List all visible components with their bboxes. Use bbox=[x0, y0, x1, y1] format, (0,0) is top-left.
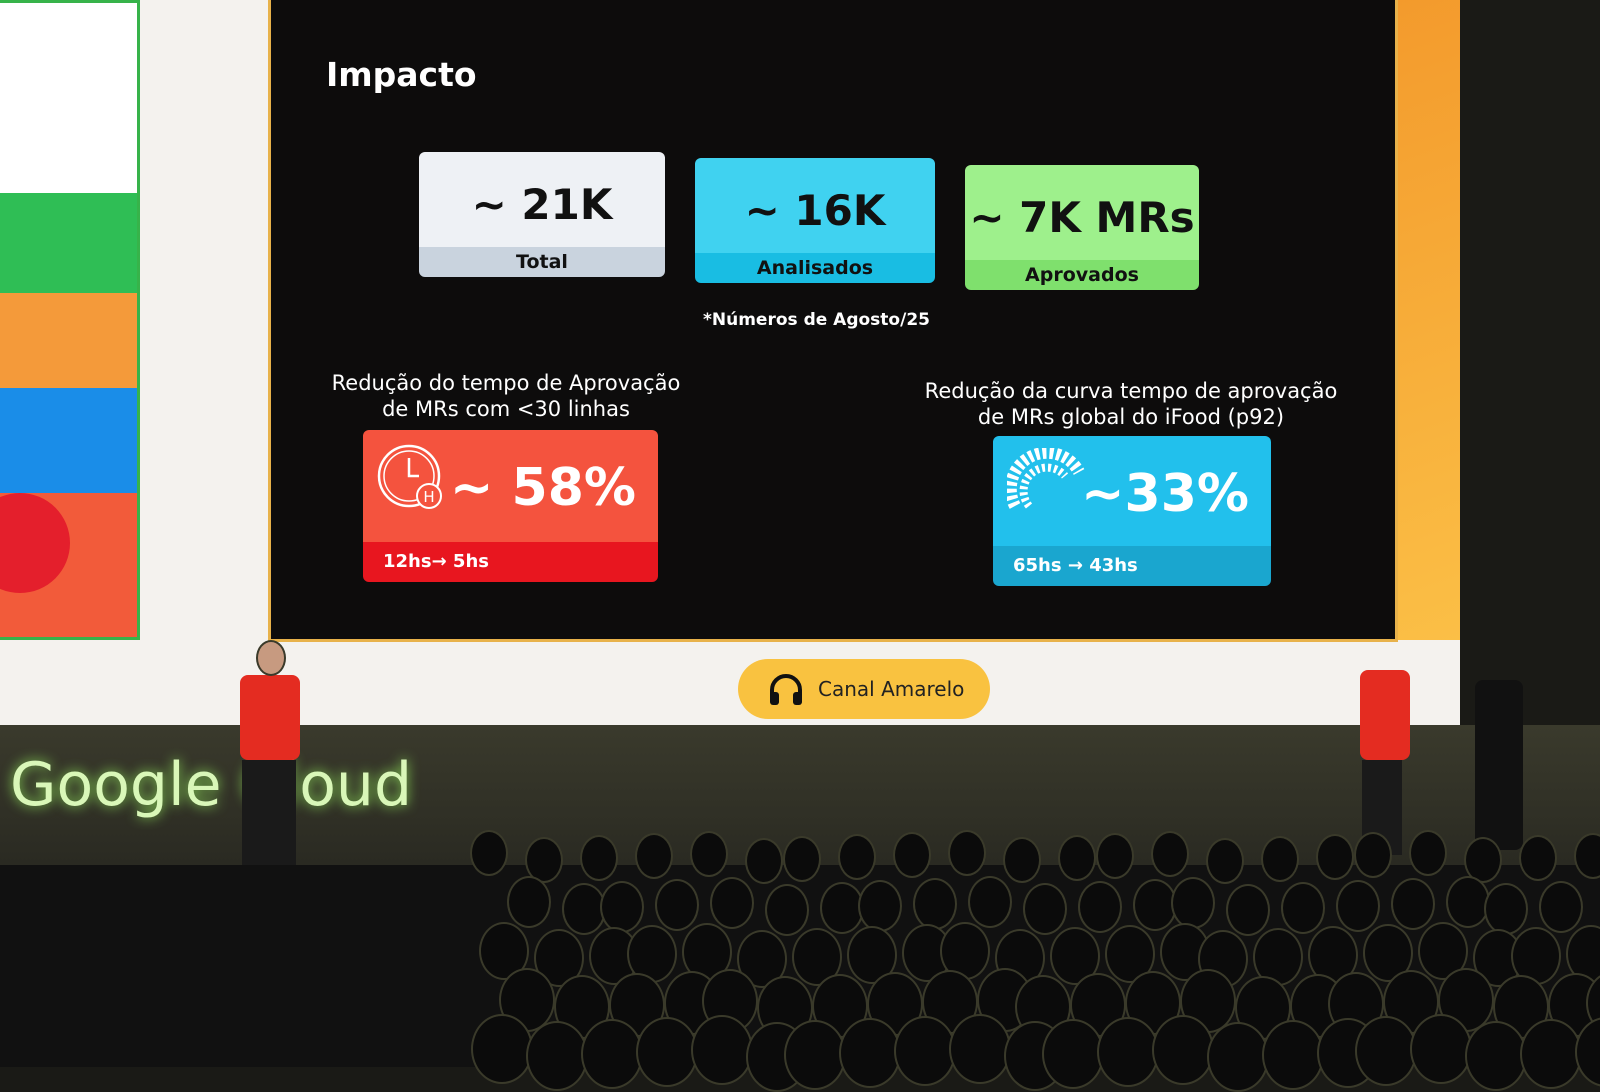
audience-member bbox=[1574, 833, 1600, 879]
right-caption: Redução da curva tempo de aprovação de M… bbox=[911, 378, 1351, 430]
caption-line: de MRs com <30 linhas bbox=[382, 397, 630, 421]
audience-member bbox=[1003, 837, 1041, 883]
audience-member bbox=[1391, 878, 1435, 930]
audience-member bbox=[1316, 834, 1354, 880]
metric-value: ~33% bbox=[1080, 464, 1249, 524]
audience-member bbox=[1058, 835, 1096, 881]
audience-member bbox=[1152, 1015, 1214, 1085]
audience-member bbox=[600, 881, 644, 933]
audience-member bbox=[858, 880, 902, 932]
stat-value: ~ 16K MRs bbox=[695, 158, 935, 253]
dotted-globe-icon bbox=[1007, 448, 1085, 509]
audience-member bbox=[839, 1018, 901, 1088]
audience-member bbox=[784, 1020, 846, 1090]
audience-member bbox=[1354, 832, 1392, 878]
metric-detail: 12hs→ 5hs bbox=[363, 542, 658, 582]
audience-member bbox=[471, 1014, 533, 1084]
channel-badge: Canal Amarelo bbox=[738, 659, 990, 719]
audience-member bbox=[968, 876, 1012, 928]
audience-member bbox=[745, 838, 783, 884]
audience-member bbox=[581, 1019, 643, 1089]
audience-member bbox=[636, 1017, 698, 1087]
audience-member bbox=[507, 876, 551, 928]
stat-card-analisados: ~ 16K MRs Analisados bbox=[695, 158, 935, 283]
audience-member bbox=[690, 831, 728, 877]
audience-member bbox=[893, 832, 931, 878]
stat-label: Total bbox=[419, 247, 665, 277]
svg-text:H: H bbox=[423, 488, 434, 506]
audience-member bbox=[1261, 836, 1299, 882]
audience-member bbox=[655, 879, 699, 931]
audience-member bbox=[949, 1014, 1011, 1084]
audience-member bbox=[1023, 883, 1067, 935]
left-caption: Redução do tempo de Aprovação de MRs com… bbox=[311, 370, 701, 422]
audience-member bbox=[470, 830, 508, 876]
headphones-icon bbox=[770, 674, 802, 705]
speaker bbox=[240, 675, 300, 760]
left-side-screen bbox=[0, 0, 140, 640]
audience-member bbox=[1042, 1019, 1104, 1089]
audience-member bbox=[1262, 1020, 1324, 1090]
audience-member bbox=[894, 1016, 956, 1086]
audience-member bbox=[838, 834, 876, 880]
footnote: *Números de Agosto/25 bbox=[703, 310, 930, 330]
audience-member bbox=[1484, 883, 1528, 935]
audience-member bbox=[691, 1015, 753, 1085]
presentation-slide: Impacto ~ 21K MRs Total ~ 16K MRs Analis… bbox=[268, 0, 1398, 642]
speaker-head bbox=[256, 640, 286, 676]
metric-card-58: H ~ 58% 12hs→ 5hs bbox=[363, 430, 658, 582]
audience-member bbox=[1096, 833, 1134, 879]
audience-member bbox=[1355, 1016, 1417, 1086]
stat-value: ~ 21K MRs bbox=[419, 152, 665, 247]
google-cloud-logo: Google Cloud bbox=[10, 750, 413, 820]
clock-icon: H bbox=[377, 444, 442, 509]
audience-member bbox=[913, 878, 957, 930]
audience-member bbox=[1281, 882, 1325, 934]
audience-member bbox=[580, 835, 618, 881]
audience-member bbox=[1151, 831, 1189, 877]
audience-member bbox=[1446, 876, 1490, 928]
audience-member bbox=[1078, 881, 1122, 933]
slide-title: Impacto bbox=[326, 55, 477, 94]
metric-detail: 65hs → 43hs bbox=[993, 546, 1271, 586]
audience-member bbox=[534, 929, 584, 987]
metric-card-33: ~33% 65hs → 43hs bbox=[993, 436, 1271, 586]
caption-line: Redução do tempo de Aprovação bbox=[331, 371, 681, 395]
co-presenter bbox=[1360, 670, 1410, 760]
audience-member bbox=[1336, 880, 1380, 932]
audience-member bbox=[1465, 1021, 1527, 1091]
audience-member bbox=[1133, 879, 1177, 931]
caption-line: Redução da curva tempo de aprovação bbox=[924, 379, 1338, 403]
audience-member bbox=[765, 884, 809, 936]
stat-card-aprovados: ~ 7K MRs Aprovados bbox=[965, 165, 1199, 290]
audience-member bbox=[948, 830, 986, 876]
audience-member bbox=[847, 926, 897, 984]
audience-member bbox=[1097, 1017, 1159, 1087]
speaker-legs bbox=[242, 760, 296, 870]
audience-member bbox=[1171, 877, 1215, 929]
audience-member bbox=[783, 836, 821, 882]
audience-member bbox=[1207, 1022, 1269, 1092]
audience-member bbox=[1520, 1019, 1582, 1089]
stat-label: Analisados bbox=[695, 253, 935, 283]
interpreter bbox=[1475, 680, 1523, 850]
channel-label: Canal Amarelo bbox=[818, 677, 965, 701]
audience-member bbox=[1410, 1014, 1472, 1084]
audience-member bbox=[1464, 837, 1502, 883]
audience-member bbox=[635, 833, 673, 879]
audience-member bbox=[1519, 835, 1557, 881]
stat-value: ~ 7K MRs bbox=[965, 165, 1199, 260]
caption-line: de MRs global do iFood (p92) bbox=[977, 405, 1285, 429]
stat-card-total: ~ 21K MRs Total bbox=[419, 152, 665, 277]
audience-member bbox=[1206, 838, 1244, 884]
audience-member bbox=[1409, 830, 1447, 876]
audience-member bbox=[1539, 881, 1583, 933]
audience-member bbox=[1226, 884, 1270, 936]
stat-label: Aprovados bbox=[965, 260, 1199, 290]
audience-member bbox=[526, 1021, 588, 1091]
metric-value: ~ 58% bbox=[449, 458, 636, 518]
audience-member bbox=[710, 877, 754, 929]
